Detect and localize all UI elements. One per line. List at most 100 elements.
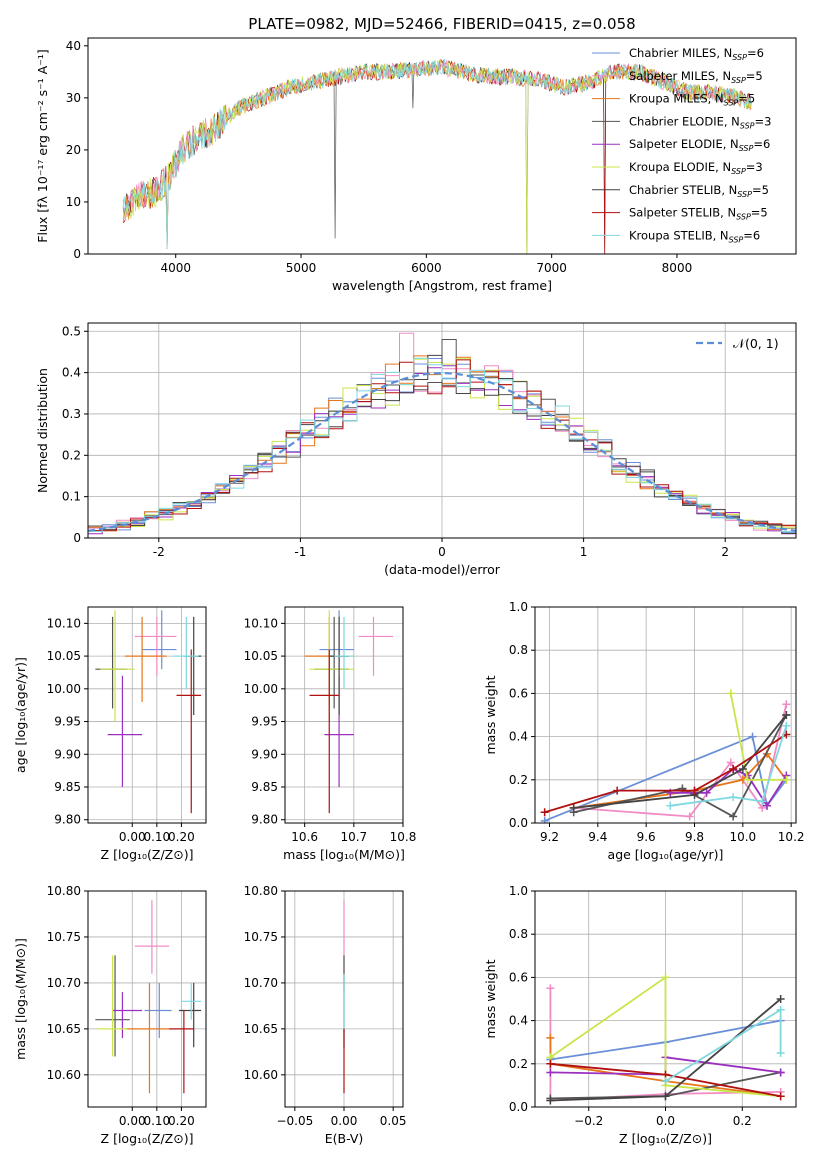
y-tick-label: 9.80	[251, 813, 278, 827]
y-tick-label: 0.5	[62, 324, 81, 338]
plot-area	[95, 610, 202, 814]
y-tick-label: 10.10	[47, 616, 81, 630]
y-tick-label: 10.65	[47, 1022, 81, 1036]
y-tick-label: 10.00	[47, 682, 81, 696]
x-tick-label: 0.2	[733, 1114, 752, 1128]
y-tick-label: 0.0	[509, 816, 528, 830]
axes-frame	[87, 606, 207, 824]
weight-marker	[782, 700, 791, 709]
legend-label: Kroupa ELODIE, NSSP=3	[629, 160, 763, 176]
errorbar-kroupa-stelib	[174, 616, 199, 689]
x-tick-label: 9.8	[685, 830, 704, 844]
y-tick-label: 0.6	[509, 970, 528, 984]
y-tick-label: 10.70	[47, 976, 81, 990]
spectrum-line-kroupa-elodie	[122, 59, 752, 254]
y-tick-label: 9.95	[251, 715, 278, 729]
x-axis-label: Z [log₁₀(Z/Z⊙)]	[619, 1131, 712, 1146]
y-tick-label: 10.65	[244, 1022, 278, 1036]
errorbar-salpeter-miles	[358, 616, 394, 676]
weight-marker	[546, 1033, 555, 1042]
x-tick-label: -2	[153, 545, 165, 559]
y-axis-label: Flux [fλ 10⁻¹⁷ erg cm⁻² s⁻¹ A⁻¹]	[35, 49, 50, 242]
legend-label: Salpeter MILES, NSSP=5	[629, 69, 763, 85]
y-tick-label: 0.2	[509, 1057, 528, 1071]
weight-marker	[776, 1068, 785, 1077]
weight-marker	[546, 984, 555, 993]
x-axis-label: (data-model)/error	[384, 562, 501, 577]
x-tick-label: -1	[294, 545, 306, 559]
weight-marker	[569, 803, 578, 812]
y-tick-label: 10.00	[244, 682, 278, 696]
x-tick-label: 10.6	[291, 830, 318, 844]
errorbar-chabrier-miles	[142, 610, 177, 670]
legend-label: Kroupa STELIB, NSSP=6	[629, 228, 760, 244]
errorbar-kroupa-elodie	[97, 955, 128, 1057]
y-tick-label: 0.8	[509, 927, 528, 941]
x-tick-label: 0.00	[331, 1114, 358, 1128]
y-tick-label: 20	[66, 143, 81, 157]
x-axis-label: age [log₁₀(age/yr)]	[608, 847, 724, 862]
plot-area	[546, 973, 785, 1105]
spectrum-line-kroupa-stelib	[122, 58, 752, 249]
x-tick-label: −0.05	[276, 1114, 313, 1128]
weight-marker	[782, 721, 791, 730]
axes-frame	[87, 37, 797, 255]
y-tick-label: 9.90	[251, 747, 278, 761]
weight-line-salpeter-elodie	[670, 767, 788, 808]
errorbar-kroupa-stelib	[334, 616, 354, 689]
plot-area	[540, 689, 791, 823]
x-tick-label: 7000	[536, 261, 567, 275]
axes-frame	[534, 606, 797, 824]
errorbar-kroupa-stelib	[181, 982, 202, 1020]
weight-marker	[748, 732, 757, 741]
weight-marker	[540, 816, 549, 823]
weight-marker	[782, 775, 791, 784]
weight-line-kroupa-stelib	[670, 725, 788, 807]
y-tick-label: 1.0	[509, 884, 528, 898]
errorbar-salpeter-elodie	[112, 992, 143, 1039]
y-tick-label: 10.60	[47, 1068, 81, 1082]
x-axis-label: Z [log₁₀(Z/Z⊙)]	[101, 1131, 194, 1146]
legend-label: Chabrier STELIB, NSSP=5	[629, 183, 769, 199]
x-tick-label: 1	[580, 545, 588, 559]
weight-marker	[661, 973, 670, 982]
y-tick-label: 9.85	[54, 780, 81, 794]
weight-marker	[776, 995, 785, 1003]
normal-curve	[88, 371, 796, 532]
x-tick-label: 0.10	[143, 1114, 170, 1128]
errorbar-salpeter-elodie	[107, 675, 143, 787]
x-tick-label: 6000	[411, 261, 442, 275]
y-tick-label: 10.60	[244, 1068, 278, 1082]
x-tick-label: 0.20	[168, 1114, 195, 1128]
x-tick-label: −0.2	[574, 1114, 603, 1128]
errorbar-salpeter-stelib	[309, 649, 340, 814]
weight-marker	[738, 765, 747, 773]
x-tick-label: 9.4	[588, 830, 607, 844]
axes-frame	[87, 890, 207, 1108]
y-tick-label: 0.2	[509, 773, 528, 787]
plot-area	[95, 900, 202, 1094]
weight-marker	[690, 786, 699, 795]
y-tick-label: 9.85	[251, 780, 278, 794]
weight-line-kroupa-elodie	[549, 975, 781, 1098]
y-tick-label: 0.4	[509, 1014, 528, 1028]
hist-step-kroupa-stelib	[88, 357, 796, 534]
y-tick-label: 9.80	[54, 813, 81, 827]
errorbar-salpeter-stelib	[176, 649, 202, 814]
x-tick-label: 0.20	[168, 830, 195, 844]
x-tick-label: 10.7	[340, 830, 367, 844]
y-tick-label: 10.70	[244, 976, 278, 990]
x-tick-label: 10.0	[729, 830, 756, 844]
y-tick-label: 10	[66, 195, 81, 209]
x-tick-label: 9.2	[540, 830, 559, 844]
y-tick-label: 0	[73, 247, 81, 261]
weight-marker	[763, 801, 771, 810]
x-tick-label: 10.8	[390, 830, 417, 844]
x-axis-label: wavelength [Angstrom, rest frame]	[332, 278, 552, 293]
y-tick-label: 0.0	[509, 1100, 528, 1114]
x-tick-label: 0.0	[656, 1114, 675, 1128]
weight-marker	[729, 812, 738, 821]
y-tick-label: 10.80	[244, 884, 278, 898]
x-tick-label: 10.2	[778, 830, 805, 844]
plot-area	[122, 58, 752, 254]
